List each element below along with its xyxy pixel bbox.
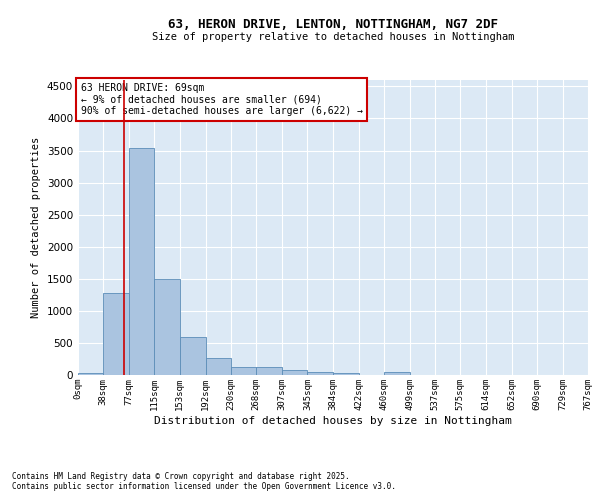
Bar (154, 279, 180, 375)
Bar (282, 370, 307, 375)
Bar (256, 368, 282, 375)
Text: Size of property relative to detached houses in Nottingham: Size of property relative to detached ho… (152, 32, 514, 42)
Bar (206, 358, 231, 375)
Y-axis label: Number of detached properties: Number of detached properties (31, 137, 41, 318)
Bar (78, 373, 103, 375)
X-axis label: Distribution of detached houses by size in Nottingham: Distribution of detached houses by size … (154, 416, 512, 426)
Bar (384, 372, 410, 375)
Text: 63 HERON DRIVE: 69sqm
← 9% of detached houses are smaller (694)
90% of semi-deta: 63 HERON DRIVE: 69sqm ← 9% of detached h… (80, 83, 362, 116)
Text: Contains HM Land Registry data © Crown copyright and database right 2025.: Contains HM Land Registry data © Crown c… (12, 472, 350, 481)
Bar (307, 372, 334, 375)
Bar (129, 148, 154, 375)
Bar (103, 293, 129, 375)
Bar (231, 366, 256, 375)
Text: 63, HERON DRIVE, LENTON, NOTTINGHAM, NG7 2DF: 63, HERON DRIVE, LENTON, NOTTINGHAM, NG7… (168, 18, 498, 30)
Bar (334, 373, 359, 375)
Text: Contains public sector information licensed under the Open Government Licence v3: Contains public sector information licen… (12, 482, 396, 491)
Bar (180, 336, 206, 375)
